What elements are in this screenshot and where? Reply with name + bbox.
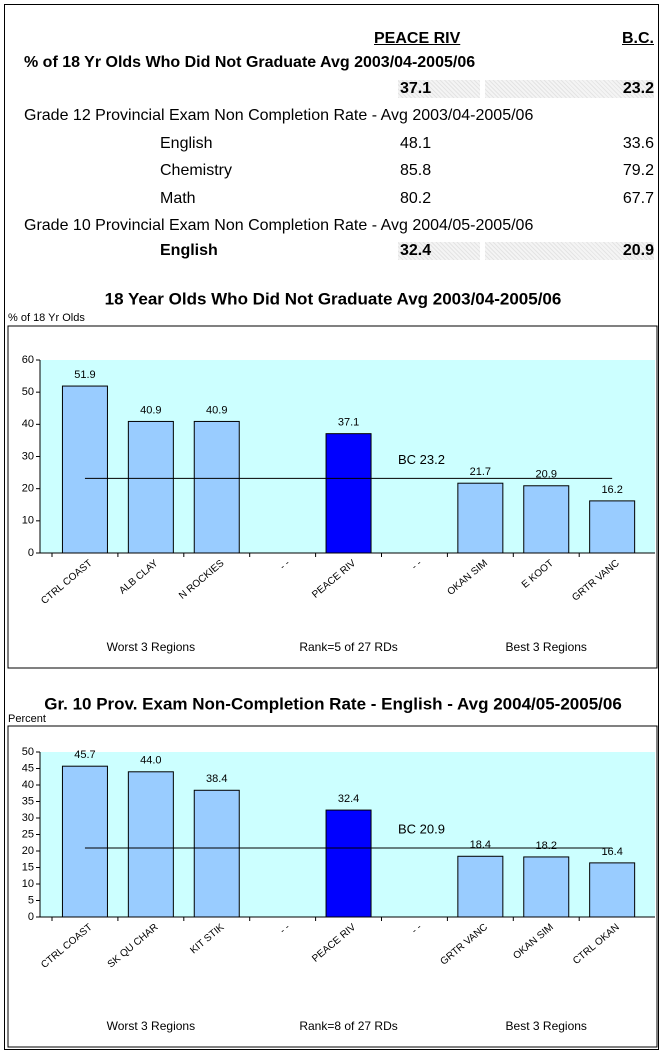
data-label: 40.9 [206,404,227,416]
bar [457,855,504,918]
bar [325,809,372,918]
cell: 85.8 [400,162,432,179]
chart-title: 18 Year Olds Who Did Not Graduate Avg 20… [105,289,562,308]
y-tick-label: 50 [22,746,34,758]
cell: 48.1 [400,135,432,152]
y-tick-label: 60 [22,354,34,366]
y-tick-label: 30 [22,450,34,462]
cell: 23.2 [485,80,654,98]
y-tick-label: 40 [22,418,34,430]
y-tick-label: 10 [22,878,34,890]
y-tick-label: 50 [22,386,34,398]
cell: 20.9 [485,242,654,260]
cell: 80.2 [400,190,432,207]
data-label: 45.7 [74,749,95,761]
y-tick-label: 0 [28,547,34,559]
cell: 37.1 [398,80,480,98]
data-label: 37.1 [338,417,359,429]
column-header: B.C. [622,30,654,47]
bar [457,482,504,554]
data-label: 44.0 [140,755,161,767]
bar [127,420,174,554]
bar [61,385,108,554]
y-tick-label: 0 [28,911,34,923]
y-axis-label: Percent [8,713,46,725]
section-title: % of 18 Yr Olds Who Did Not Graduate Avg… [24,54,476,71]
data-label: 51.9 [74,369,95,381]
cell: 67.7 [622,190,654,207]
data-label: 16.4 [601,846,622,858]
cell: 33.6 [622,135,654,152]
y-tick-label: 20 [22,483,34,495]
group-label: Best 3 Regions [506,1019,587,1033]
data-label: 38.4 [206,773,227,785]
y-tick-label: 45 [22,762,34,774]
y-tick-label: 10 [22,515,34,527]
y-tick-label: 35 [22,795,34,807]
row-label: Chemistry [160,162,233,179]
group-label: Best 3 Regions [506,640,587,654]
bar [127,771,174,918]
y-tick-label: 30 [22,812,34,824]
y-tick-label: 40 [22,779,34,791]
section-title: Grade 10 Provincial Exam Non Completion … [24,217,534,234]
reference-label: BC 23.2 [398,452,445,467]
row-label: English [160,135,213,152]
group-label: Rank=5 of 27 RDs [299,640,397,654]
bar [193,420,240,554]
bar [61,765,108,918]
chart-title: Gr. 10 Prov. Exam Non-Completion Rate - … [44,694,622,713]
bar [589,500,636,554]
reference-label: BC 20.9 [398,821,445,836]
data-label: 40.9 [140,404,161,416]
data-label: 16.2 [601,484,622,496]
group-label: Rank=8 of 27 RDs [299,1019,397,1033]
bar [523,856,570,918]
data-label: 32.4 [338,793,359,805]
group-label: Worst 3 Regions [107,1019,195,1033]
y-tick-label: 25 [22,828,34,840]
bar [193,789,240,918]
data-label: 18.2 [536,840,557,852]
section-title: Grade 12 Provincial Exam Non Completion … [24,107,534,124]
bar [589,862,636,918]
cell: 79.2 [622,162,654,179]
bar [325,433,372,554]
row-label: English [160,242,218,259]
data-label: 18.4 [470,839,491,851]
page-frame [4,4,659,1050]
group-label: Worst 3 Regions [107,640,195,654]
y-tick-label: 5 [28,894,34,906]
bar [523,485,570,554]
y-tick-label: 15 [22,861,34,873]
data-label: 20.9 [536,469,557,481]
row-label: Math [160,190,196,207]
column-header: PEACE RIV [374,30,461,47]
data-label: 21.7 [470,466,491,478]
y-tick-label: 20 [22,845,34,857]
cell: 32.4 [398,242,480,260]
y-axis-label: % of 18 Yr Olds [8,312,85,324]
